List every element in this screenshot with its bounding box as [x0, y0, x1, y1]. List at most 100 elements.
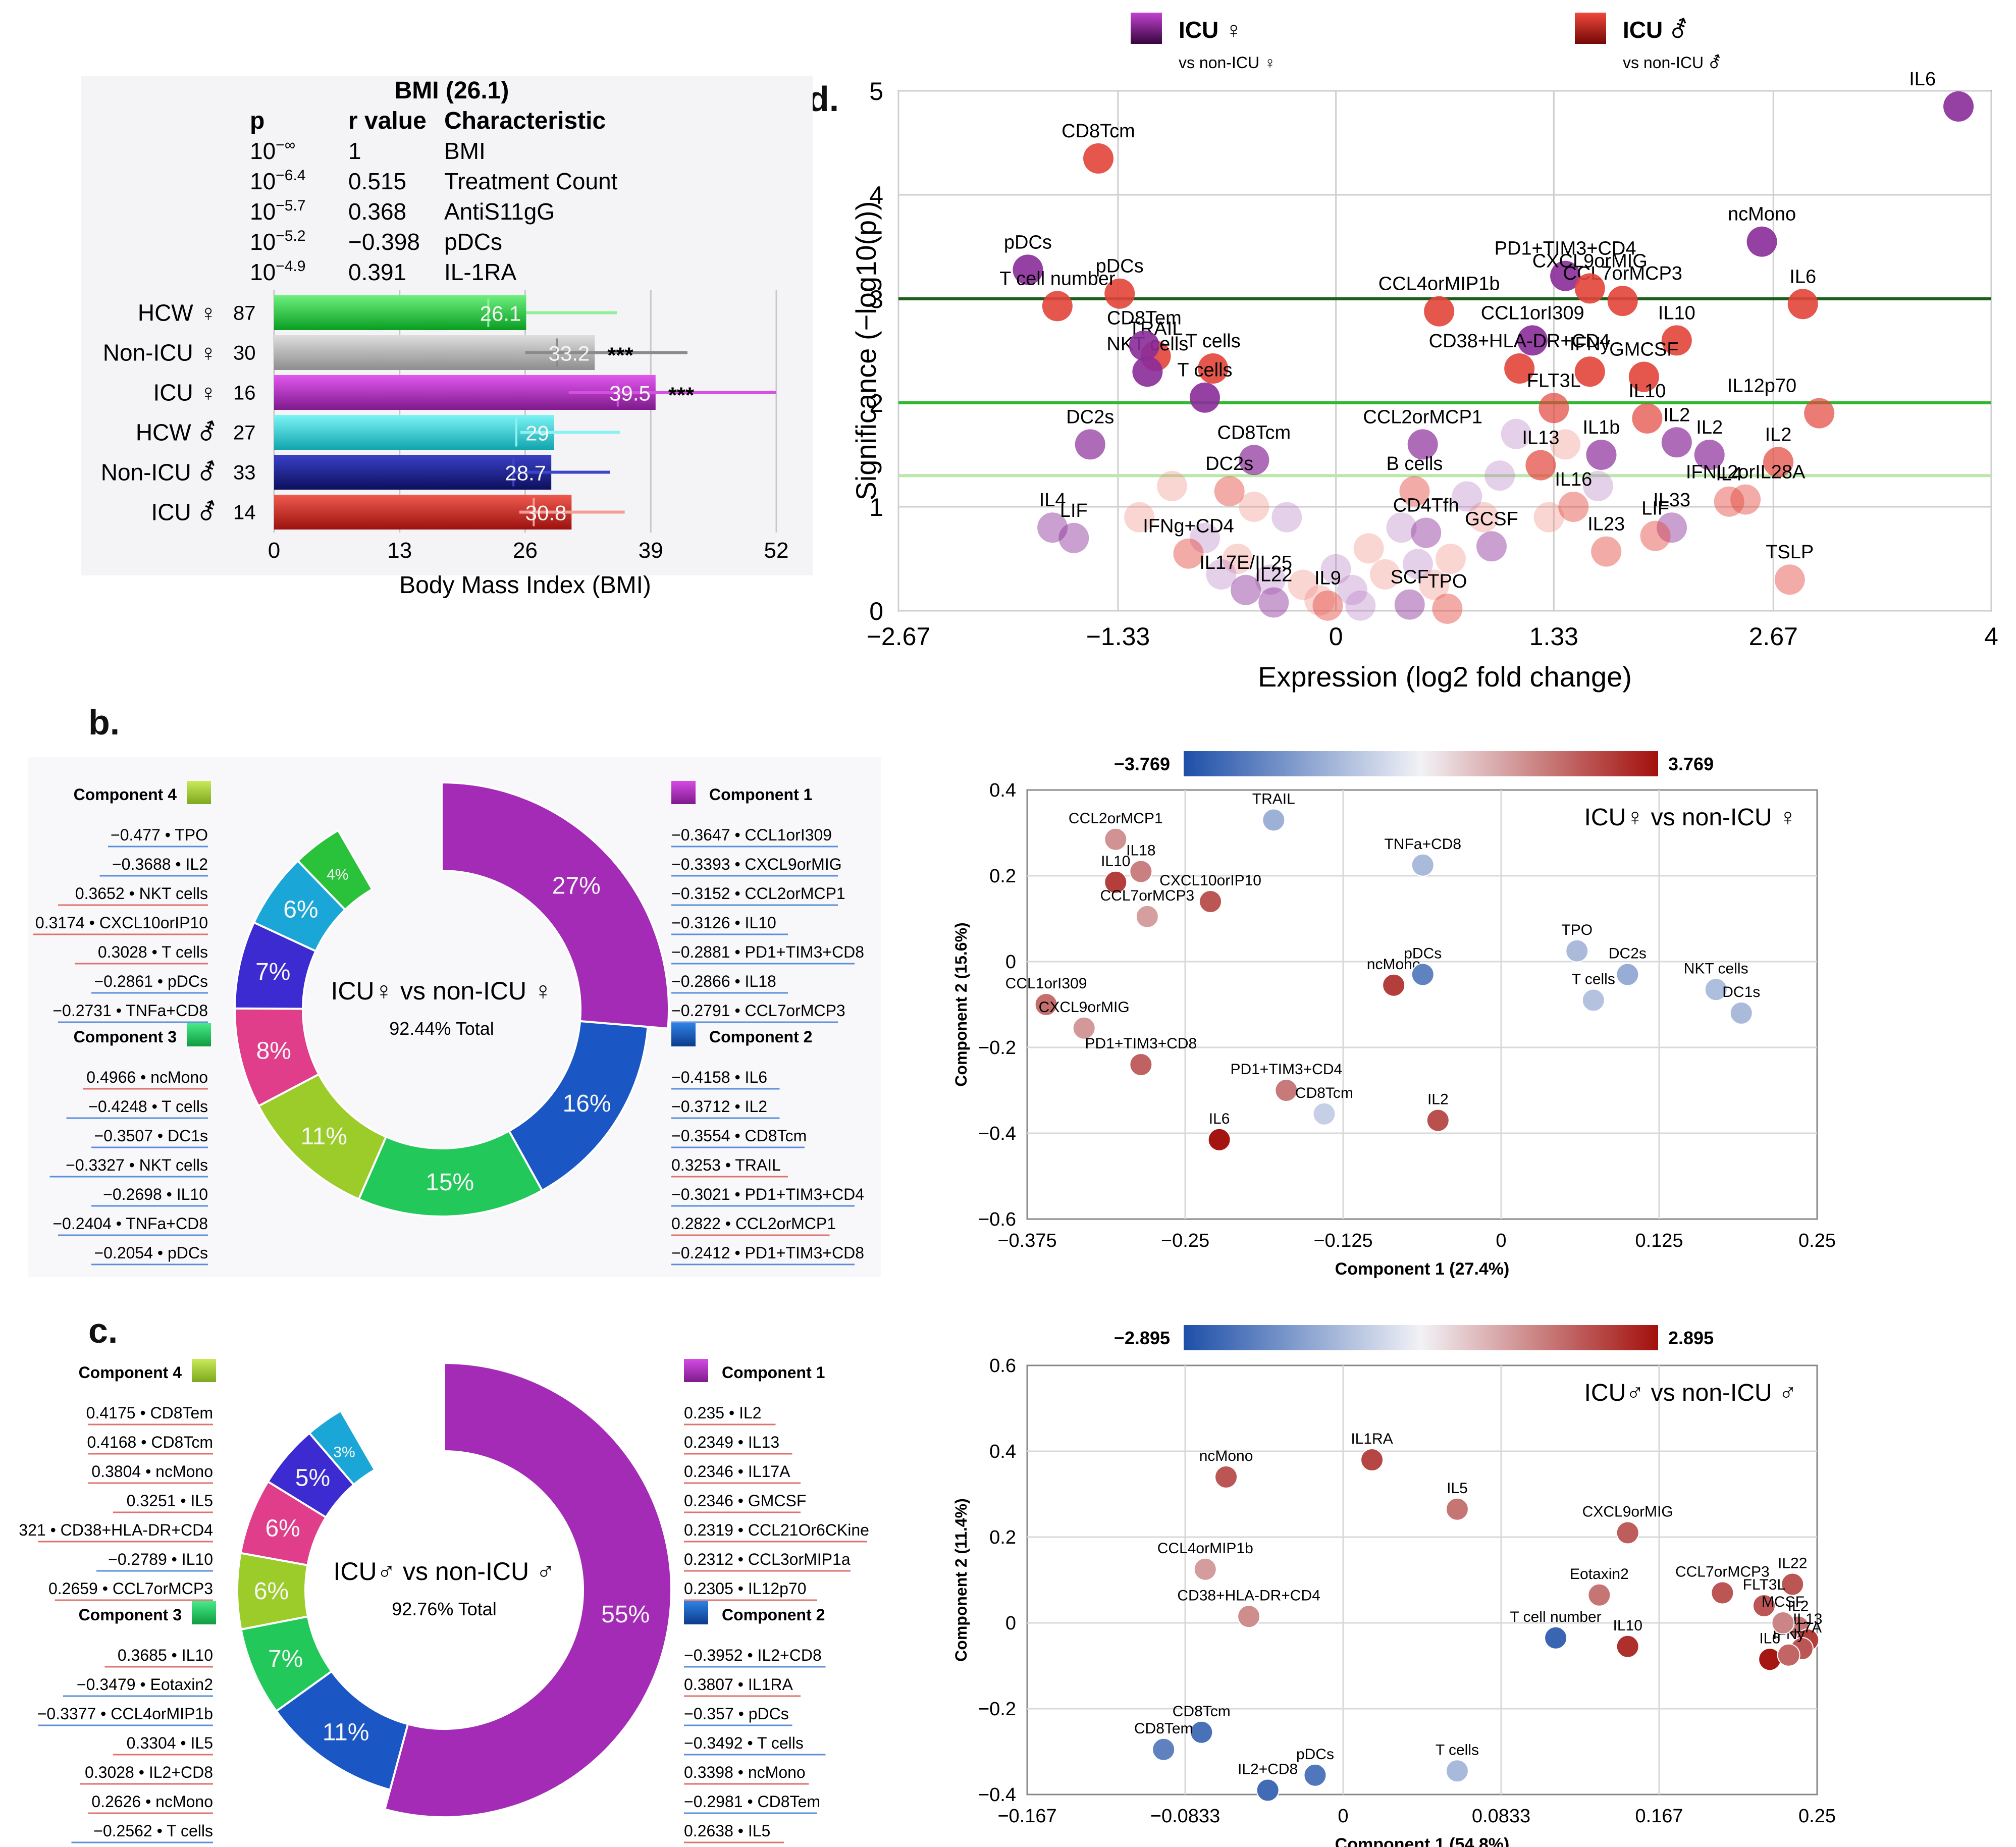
list-item: 0.2346 • IL17A: [684, 1462, 790, 1481]
point-label: LIF: [1060, 500, 1088, 521]
data-point: [1198, 353, 1229, 384]
component-swatch: [671, 781, 696, 804]
characteristic: pDCs: [444, 229, 502, 255]
data-point: [1763, 447, 1794, 478]
table-header: p: [250, 108, 264, 134]
bar-n-label: 87: [233, 302, 256, 325]
data-point: [1104, 827, 1128, 851]
significance-stars: ***: [607, 343, 633, 368]
data-point: [1943, 91, 1974, 122]
y-tick-label: −0.2: [978, 1699, 1016, 1720]
list-item: −0.3327 • NKT cells: [66, 1156, 208, 1174]
data-point: [1189, 382, 1220, 413]
point-label: pDCs: [1404, 945, 1442, 962]
background-point: [1157, 470, 1188, 501]
point-label: IL2: [1696, 417, 1723, 438]
y-axis-label: Significance (−log10(p)): [850, 201, 882, 501]
x-tick-label: 2.67: [1749, 622, 1798, 651]
p-value: 10−5.7: [250, 197, 305, 225]
background-point: [1345, 590, 1376, 621]
point-label: IL9: [1314, 568, 1341, 589]
background-point: [1222, 544, 1253, 574]
list-item: −0.3712 • IL2: [671, 1097, 767, 1116]
list-item: −0.3479 • Eotaxin2: [77, 1675, 213, 1694]
panel-c-donut: 55% 11% 7% 6% 6% 5%3% ICU♂ vs non-ICU ♂ 92.76% …: [19, 1343, 881, 1843]
slice-label: 3%: [333, 1444, 355, 1461]
data-point: [1704, 978, 1728, 1001]
component-swatch: [192, 1601, 216, 1624]
list-item: 321 • CD38+HLA-DR+CD4: [19, 1521, 213, 1539]
point-label: MCSF: [1762, 1594, 1805, 1610]
point-label: CXCL10orIP10: [1159, 872, 1261, 889]
list-item: −0.357 • pDCs: [684, 1705, 789, 1723]
point-label: TPO: [1561, 922, 1593, 938]
list-item: 0.2305 • IL12p70: [684, 1579, 807, 1598]
data-point: [1037, 512, 1068, 543]
point-label: IFNg+CD4: [1143, 516, 1234, 537]
y-tick-label: −0.6: [978, 1209, 1016, 1230]
point-label: pDCs: [1004, 232, 1052, 253]
background-point: [1533, 502, 1564, 533]
point-label: CD8Tcm: [1173, 1703, 1231, 1720]
point-label: IL23: [1587, 514, 1625, 535]
x-tick-label: 0.167: [1635, 1806, 1683, 1827]
data-point: [1360, 1448, 1384, 1471]
data-point: [1303, 1763, 1327, 1787]
x-axis-label: Expression (log2 fold change): [1258, 661, 1632, 693]
data-point: [1574, 356, 1605, 387]
slice-label: 8%: [256, 1037, 291, 1064]
x-axis-label: Component 1 (54.8%): [1335, 1835, 1510, 1847]
data-point: [1771, 1611, 1795, 1634]
point-label: TRAIL: [1252, 791, 1295, 808]
data-point: [1382, 973, 1406, 997]
point-label: CD8Tcm: [1217, 422, 1291, 443]
bar-n-label: 14: [233, 502, 256, 524]
panel-a-bmi: BMI (26.1) p r value Characteristic 10−∞ 1 BMI…: [81, 76, 813, 599]
bar-value-label: 28.7: [505, 461, 546, 485]
list-item: −0.2981 • CD8Tem: [684, 1792, 820, 1811]
data-point: [1207, 1128, 1231, 1151]
point-label: GCSF: [1465, 508, 1518, 530]
point-label: IL10: [1613, 1617, 1642, 1634]
donut-subtitle: 92.76% Total: [392, 1599, 497, 1619]
data-point: [1426, 1109, 1450, 1132]
point-label: CCL4orMIP1b: [1157, 1540, 1253, 1557]
legend-swatch-male: [1575, 13, 1606, 44]
x-tick-label: 0: [268, 538, 280, 563]
colorbar: [1184, 1325, 1658, 1350]
list-item: 0.2349 • IL13: [684, 1433, 779, 1451]
bmi-title: BMI (26.1): [395, 77, 509, 104]
x-tick-label: 1.33: [1529, 622, 1578, 651]
data-point: [1640, 520, 1671, 551]
y-axis-label: Component 2 (15.6%): [952, 922, 970, 1086]
x-tick-label: 0.25: [1798, 1230, 1836, 1251]
data-point: [1694, 440, 1725, 470]
x-tick-label: 52: [764, 538, 789, 563]
data-point: [1129, 330, 1159, 361]
colorbar-min: −2.895: [1114, 1328, 1170, 1348]
data-point: [1525, 450, 1556, 481]
point-label: IL2: [1765, 424, 1792, 445]
point-label: T cells: [1177, 360, 1232, 381]
bar: [274, 415, 554, 450]
slice-label: 15%: [426, 1169, 474, 1196]
background-point: [1304, 585, 1335, 616]
background-point: [1452, 481, 1482, 512]
point-label: IL6: [1789, 266, 1816, 287]
bar: [274, 295, 526, 330]
point-label: IL2+CD8: [1238, 1761, 1298, 1778]
point-label: IL17E/IL25: [1199, 552, 1292, 573]
data-point: [1711, 1581, 1734, 1605]
point-label: PD1+TIM3+CD8: [1085, 1035, 1197, 1052]
p-value: 10−6.4: [250, 167, 305, 194]
r-value: −0.398: [348, 229, 420, 255]
data-point: [1231, 574, 1261, 605]
background-point: [1501, 418, 1531, 449]
data-point: [1565, 939, 1589, 963]
data-point: [1787, 289, 1818, 320]
list-item: 0.3652 • NKT cells: [75, 884, 208, 903]
point-label: IL5: [1447, 1480, 1468, 1497]
background-point: [1288, 569, 1318, 600]
slice-label: 6%: [283, 896, 318, 923]
colorbar: [1184, 751, 1658, 776]
